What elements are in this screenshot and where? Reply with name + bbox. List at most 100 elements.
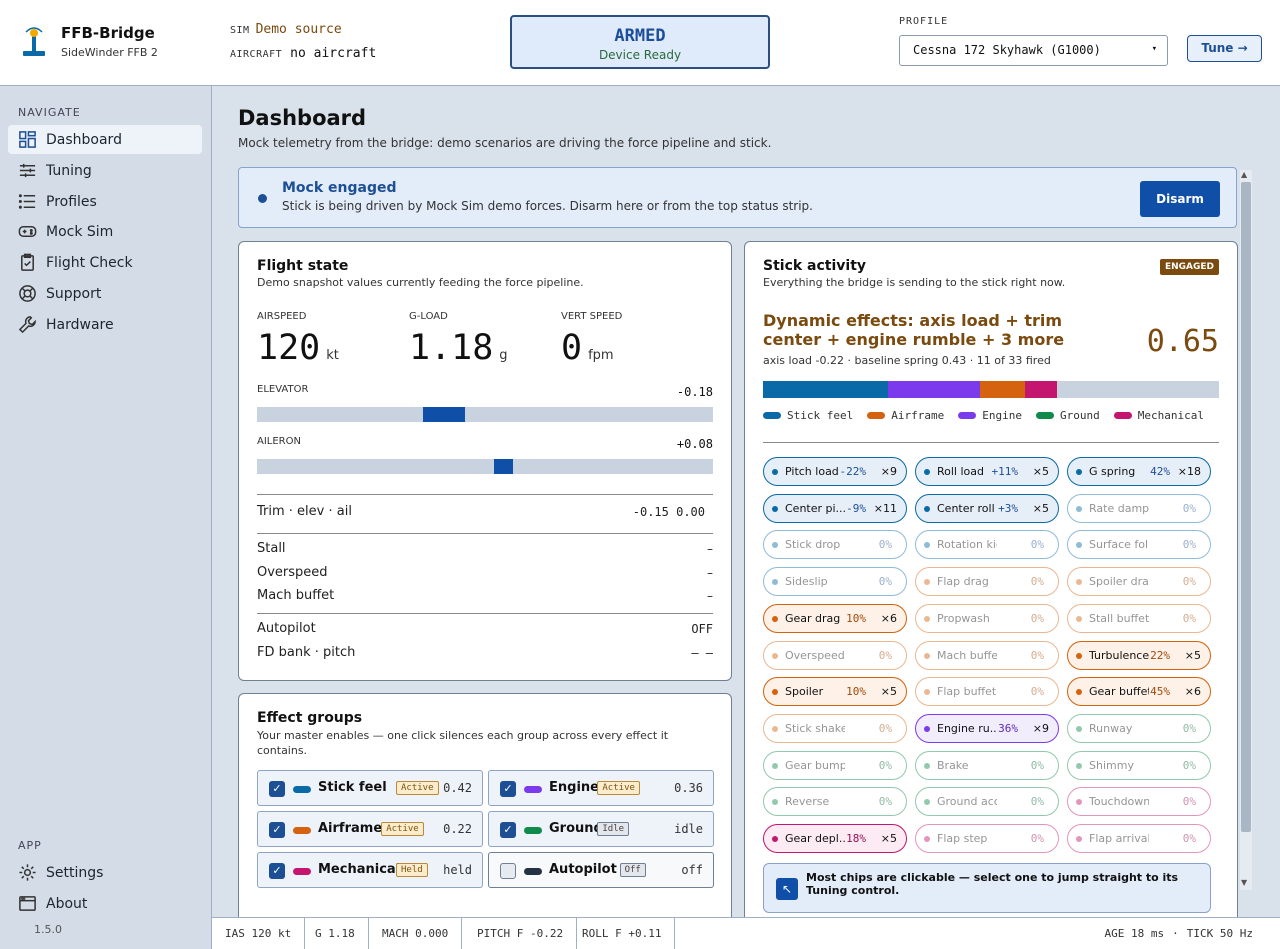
effect-group-1[interactable]: ✓ Engine Active 0.36 — [488, 770, 714, 806]
group-swatch — [293, 827, 311, 834]
group-stack-bar — [763, 381, 1219, 398]
chip-percent: 0% — [878, 795, 892, 809]
effect-chip[interactable]: G spring 42% ×18 — [1067, 457, 1211, 486]
group-checkbox[interactable]: ✓ — [269, 781, 285, 797]
aircraft-readout: AIRCRAFT no aircraft — [230, 46, 376, 61]
sidebar-item-hardware[interactable]: Hardware — [8, 310, 202, 339]
chip-dot — [924, 615, 930, 622]
sidebar-item-about[interactable]: About — [8, 889, 202, 918]
disarm-button[interactable]: Disarm — [1140, 181, 1220, 217]
profile-select[interactable]: Cessna 172 Skyhawk (G1000) ▾ — [899, 35, 1168, 66]
scroll-up-icon[interactable]: ▲ — [1241, 170, 1248, 179]
tune-button[interactable]: Tune → — [1187, 35, 1262, 62]
effect-chip[interactable]: Flap arrival 0% — [1067, 824, 1211, 853]
legend-swatch — [763, 412, 781, 419]
group-checkbox[interactable]: ✓ — [269, 863, 285, 879]
effect-group-4[interactable]: ✓ Mechanical Held held — [257, 852, 483, 888]
sidebar-item-settings[interactable]: Settings — [8, 858, 202, 887]
effect-group-3[interactable]: ✓ Ground Idle idle — [488, 811, 714, 847]
status-mach: MACH 0.000 — [369, 918, 463, 949]
group-swatch — [293, 868, 311, 875]
airspeed-value: 120 kt — [257, 328, 339, 368]
chip-count: ×5 — [880, 832, 897, 845]
effect-chip[interactable]: Spoiler drag 0% — [1067, 567, 1211, 597]
chip-dot — [1076, 799, 1082, 806]
app-heading: APP — [18, 839, 42, 852]
chip-dot — [1076, 469, 1082, 475]
scroll-down-icon[interactable]: ▼ — [1241, 878, 1248, 887]
sidebar-item-tuning[interactable]: Tuning — [8, 156, 202, 185]
effect-chip[interactable]: Flap drag 0% — [915, 567, 1059, 597]
effect-chip[interactable]: Gear depl... 18% ×5 — [763, 824, 907, 853]
sidebar-item-support[interactable]: Support — [8, 279, 202, 308]
chip-name: Sideslip — [785, 575, 828, 589]
fd-label: FD bank · pitch — [257, 645, 356, 660]
effect-chip[interactable]: Brake 0% — [915, 750, 1059, 780]
sidebar-item-dashboard[interactable]: Dashboard — [8, 125, 202, 154]
effect-chip[interactable]: Stick drop 0% — [763, 530, 907, 560]
effect-chip[interactable]: Pitch load -22% ×9 — [763, 457, 907, 486]
mach-buffet-value: – — [707, 589, 713, 603]
chip-name: Gear depl... — [785, 832, 845, 845]
effect-group-0[interactable]: ✓ Stick feel Active 0.42 — [257, 770, 483, 806]
effect-chip[interactable]: Roll load +11% ×5 — [915, 457, 1059, 486]
effect-chip[interactable]: Engine ru... 36% ×9 — [915, 713, 1059, 743]
chip-percent: 0% — [878, 758, 892, 772]
effect-chip[interactable]: Flap buffet 0% — [915, 677, 1059, 707]
chip-dot — [924, 505, 930, 512]
aileron-bar — [257, 459, 713, 474]
effect-chip[interactable]: Ground accel 0% — [915, 787, 1059, 817]
effect-chip[interactable]: Rotation kick 0% — [915, 530, 1059, 560]
sidebar-item-mock-sim[interactable]: Mock Sim — [8, 217, 202, 246]
effect-chip[interactable]: Surface follow 0% — [1067, 530, 1211, 560]
effect-group-5[interactable]: Autopilot Off off — [488, 852, 714, 888]
effect-chip[interactable]: Spoiler 10% ×5 — [763, 677, 907, 707]
effect-chip[interactable]: Rate damp 0% — [1067, 493, 1211, 523]
dynamic-effects-detail: axis load -0.22 · baseline spring 0.43 ·… — [763, 354, 1051, 367]
status-age: AGE 18 ms — [1104, 927, 1165, 940]
stack-segment — [763, 381, 889, 398]
sidebar-item-profiles[interactable]: Profiles — [8, 187, 202, 216]
effect-chip[interactable]: Reverse 0% — [763, 787, 907, 817]
effect-chip[interactable]: Gear buffet 45% ×6 — [1067, 677, 1211, 707]
scrollbar-thumb[interactable] — [1241, 182, 1251, 832]
chip-dot — [1076, 689, 1082, 696]
chip-dot — [772, 799, 778, 806]
effect-chip[interactable]: Propwash 0% — [915, 603, 1059, 633]
effect-chip[interactable]: Turbulence 22% ×5 — [1067, 640, 1211, 670]
status-separator: · — [1172, 927, 1179, 940]
effect-chip[interactable]: Flap step 0% — [915, 824, 1059, 853]
group-checkbox[interactable]: ✓ — [500, 781, 516, 797]
aircraft-value: no aircraft — [290, 46, 377, 61]
effect-chip[interactable]: Stick shaker 0% — [763, 713, 907, 743]
group-checkbox[interactable]: ✓ — [269, 822, 285, 838]
elevator-label: ELEVATOR — [257, 384, 309, 395]
chip-percent: 18% — [846, 832, 866, 845]
effect-chip[interactable]: Overspeed 0% — [763, 640, 907, 670]
effect-chip[interactable]: Stall buffet 0% — [1067, 603, 1211, 633]
chip-dot — [772, 542, 778, 549]
chip-name: Touchdown — [1089, 795, 1149, 809]
effect-chip[interactable]: Runway 0% — [1067, 713, 1211, 743]
stick-activity-card: Stick activity Everything the bridge is … — [744, 241, 1238, 917]
chip-name: Engine ru... — [937, 721, 997, 735]
group-checkbox[interactable] — [500, 863, 516, 879]
effect-chip[interactable]: Sideslip 0% — [763, 567, 907, 597]
effect-chip[interactable]: Center roll +3% ×5 — [915, 493, 1059, 523]
effect-chip[interactable]: Center pi... -9% ×11 — [763, 493, 907, 523]
group-checkbox[interactable]: ✓ — [500, 822, 516, 838]
effect-group-2[interactable]: ✓ Airframe Active 0.22 — [257, 811, 483, 847]
chip-name: Rate damp — [1089, 501, 1149, 515]
chip-name: G spring — [1089, 465, 1136, 478]
effect-chip[interactable]: Touchdown 0% — [1067, 787, 1211, 817]
page-title: Dashboard — [238, 106, 367, 130]
effect-chip[interactable]: Mach buffet 0% — [915, 640, 1059, 670]
engaged-badge: ENGAGED — [1159, 259, 1219, 275]
legend-swatch — [958, 412, 977, 419]
effect-chip[interactable]: Gear bumps 0% — [763, 750, 907, 780]
sidebar-item-flight-check[interactable]: Flight Check — [8, 248, 202, 277]
chip-name: Surface follow — [1089, 538, 1149, 552]
armed-status-button[interactable]: ARMED Device Ready — [510, 15, 770, 69]
effect-chip[interactable]: Gear drag 10% ×6 — [763, 603, 907, 633]
effect-chip[interactable]: Shimmy 0% — [1067, 750, 1211, 780]
